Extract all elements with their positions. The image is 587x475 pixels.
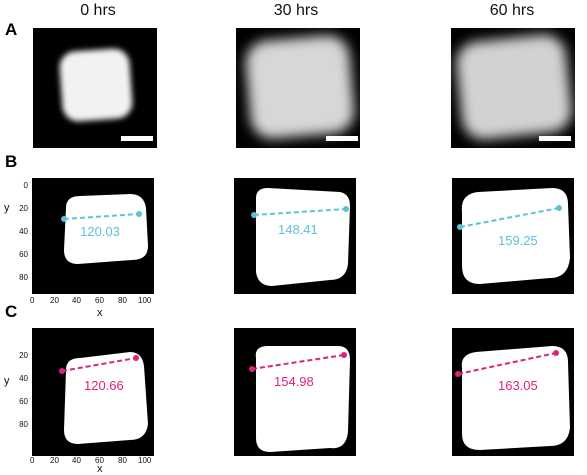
image-a-60hrs <box>451 28 575 148</box>
row-label-a: A <box>5 20 18 39</box>
x-axis-label-c: x <box>97 463 103 475</box>
row-label-b: B <box>5 152 18 171</box>
measurement-b-60hrs: 159.25 <box>498 233 538 248</box>
y-axis-label-b: y <box>4 202 10 214</box>
y-ticks-c: 20 40 60 80 <box>19 351 28 429</box>
image-a-0hrs <box>33 28 157 148</box>
measurement-b-0hrs: 120.03 <box>80 224 120 239</box>
mask-b-0hrs: 120.03 <box>32 178 154 294</box>
y-axis-label-c: y <box>4 375 10 387</box>
measurement-c-30hrs: 154.98 <box>274 374 314 389</box>
column-title-30hrs: 30 hrs <box>273 2 319 19</box>
mask-c-30hrs: 154.98 <box>234 328 356 456</box>
y-ticks-b: 0 20 40 60 80 <box>19 181 28 282</box>
x-axis-label-b: x <box>97 307 103 319</box>
column-title-60hrs: 60 hrs <box>489 2 535 19</box>
scale-bar <box>539 136 571 141</box>
mask-b-60hrs: 159.25 <box>452 178 574 294</box>
scale-bar <box>121 136 153 141</box>
row-label-c: C <box>5 302 18 321</box>
scale-bar <box>326 136 358 141</box>
image-a-30hrs <box>236 28 360 148</box>
mask-b-30hrs: 148.41 <box>234 178 356 294</box>
column-title-0hrs: 0 hrs <box>80 2 116 19</box>
measurement-c-60hrs: 163.05 <box>498 378 538 393</box>
mask-c-60hrs: 163.05 <box>452 328 574 456</box>
measurement-b-30hrs: 148.41 <box>278 222 318 237</box>
mask-c-0hrs: 120.66 <box>32 328 154 456</box>
measurement-c-0hrs: 120.66 <box>84 378 124 393</box>
